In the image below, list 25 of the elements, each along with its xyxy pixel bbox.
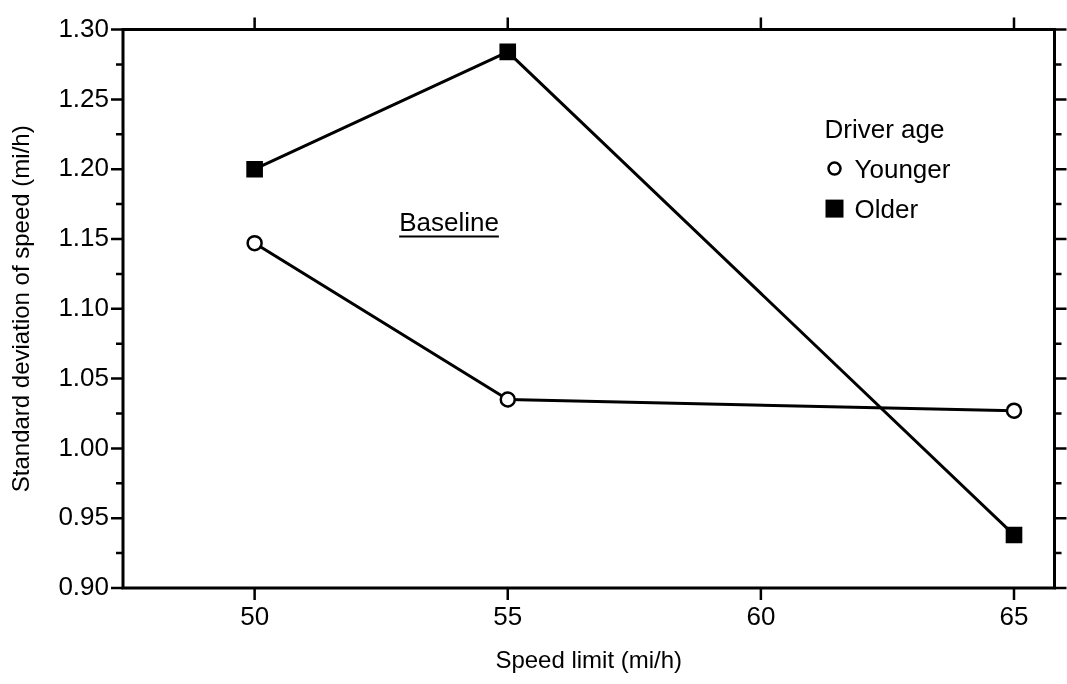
y-tick-label: 0.95 [58,501,109,532]
point [499,43,517,61]
x-axis-title: Speed limit (mi/h) [495,646,683,674]
y-tick-label: 1.20 [58,152,109,183]
y-tick-label: 1.10 [58,291,109,322]
x-tick-label: 60 [746,600,776,631]
legend-label: Older [854,193,919,224]
y-tick-label: 1.00 [58,431,109,462]
point [246,160,263,178]
y-tick-label: 1.05 [58,361,109,392]
y-tick-label: 1.25 [58,82,109,113]
x-tick-label: 65 [999,600,1029,631]
point [499,391,516,408]
point [1005,526,1023,544]
y-tick-label: 0.90 [58,571,109,602]
point [246,234,263,252]
y-axis-title: Standard deviation of speed (mi/h) [7,125,35,493]
annotation: Baseline [399,206,499,237]
legend-title: Driver age [824,113,945,144]
legend-label: Younger [854,153,951,184]
x-tick-label: 55 [493,600,523,631]
point [1005,402,1023,419]
y-tick-label: 1.15 [58,222,109,253]
y-tick-label: 1.30 [58,12,109,43]
x-tick-label: 50 [240,600,270,631]
